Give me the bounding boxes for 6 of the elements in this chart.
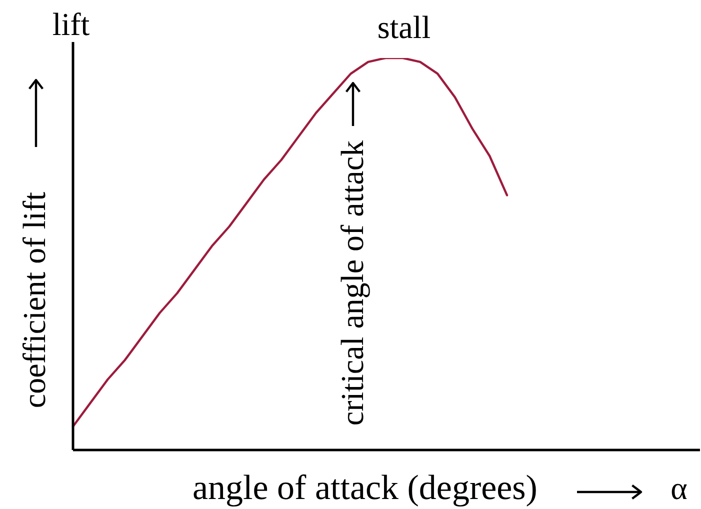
annotation: critical angle of attack	[334, 140, 370, 426]
text: lift	[52, 6, 90, 42]
x-axis-title: angle of attack (degrees)	[192, 468, 538, 507]
text: stall	[377, 9, 431, 45]
y-axis-title: coefficient of lift	[16, 192, 52, 408]
text: α	[670, 470, 688, 506]
